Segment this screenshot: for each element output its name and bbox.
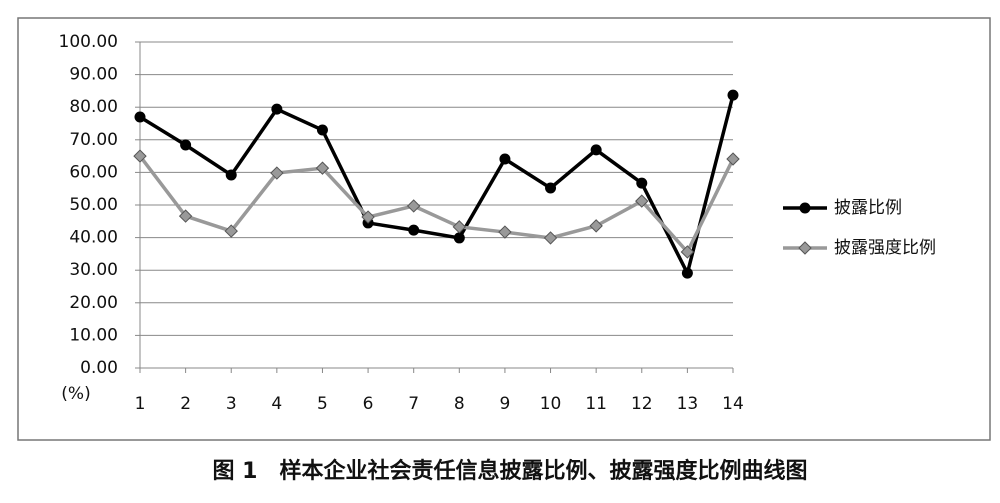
x-tick-label: 14	[722, 394, 744, 414]
data-point	[545, 182, 557, 194]
data-point	[225, 169, 237, 181]
data-point	[636, 177, 648, 189]
data-point	[590, 144, 602, 156]
data-point	[452, 220, 467, 234]
legend-marker	[798, 241, 812, 255]
y-tick-label: 40.00	[69, 228, 118, 248]
x-tick-label: 8	[454, 394, 465, 414]
data-point	[224, 224, 238, 238]
x-tick-label: 7	[408, 394, 419, 414]
legend-label: 披露强度比例	[834, 238, 936, 258]
data-point	[635, 194, 649, 208]
data-point	[543, 231, 558, 245]
data-point	[681, 267, 693, 279]
data-point	[408, 224, 420, 236]
data-point	[726, 152, 740, 166]
y-tick-label: 30.00	[69, 260, 118, 280]
x-tick-label: 1	[135, 394, 146, 414]
y-axis-label: (%)	[61, 384, 90, 404]
data-point	[315, 161, 330, 175]
x-tick-label: 13	[677, 394, 699, 414]
data-point	[453, 232, 465, 244]
y-tick-label: 100.00	[59, 32, 118, 52]
y-tick-label: 50.00	[69, 195, 118, 215]
x-tick-label: 3	[226, 394, 237, 414]
y-tick-label: 0.00	[80, 358, 118, 378]
series-line	[138, 155, 735, 256]
data-point	[133, 149, 147, 163]
x-tick-label: 12	[631, 394, 653, 414]
y-tick-label: 70.00	[69, 130, 118, 150]
x-tick-label: 9	[500, 394, 511, 414]
x-tick-label: 10	[540, 394, 562, 414]
data-point	[180, 139, 192, 151]
y-tick-label: 20.00	[69, 293, 118, 313]
data-point	[498, 225, 512, 239]
data-point	[589, 219, 603, 233]
x-tick-label: 4	[271, 394, 282, 414]
x-tick-label: 5	[317, 394, 328, 414]
data-point	[271, 103, 283, 115]
y-tick-label: 60.00	[69, 162, 118, 182]
y-tick-label: 10.00	[69, 325, 118, 345]
series-line	[139, 94, 735, 279]
data-point	[178, 209, 193, 223]
data-point	[361, 210, 375, 224]
y-tick-label: 80.00	[69, 97, 118, 117]
data-point	[680, 245, 695, 259]
x-tick-label: 11	[585, 394, 607, 414]
x-tick-label: 2	[180, 394, 191, 414]
data-point	[499, 153, 511, 165]
data-point	[406, 199, 421, 213]
y-tick-label: 90.00	[69, 65, 118, 85]
caption: 图 1 样本企业社会责任信息披露比例、披露强度比例曲线图	[213, 458, 808, 484]
x-tick-label: 6	[363, 394, 374, 414]
data-point	[270, 166, 284, 180]
legend-label: 披露比例	[834, 198, 902, 218]
data-point	[727, 89, 739, 101]
data-point	[316, 124, 328, 136]
data-point	[134, 111, 146, 123]
legend-marker	[799, 202, 811, 214]
